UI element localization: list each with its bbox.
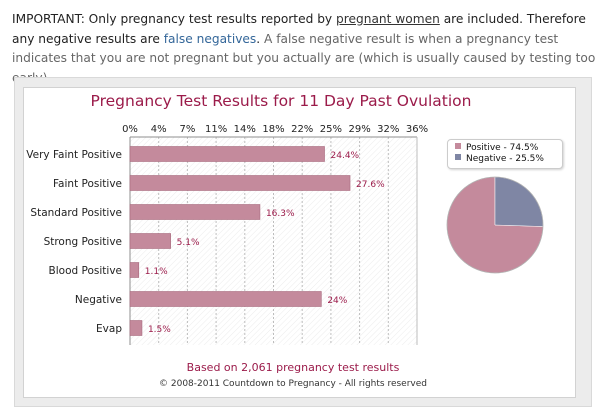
data-label: 1.1%: [145, 267, 168, 277]
x-tick-label: 29%: [348, 124, 370, 135]
based-on-text: Based on 2,061 pregnancy test results: [187, 361, 400, 374]
category-labels: Very Faint Positive Faint Positive Standar…: [26, 149, 122, 335]
category-label: Blood Positive: [49, 265, 122, 277]
data-label: 27.6%: [356, 180, 385, 190]
data-labels: 24.4% 27.6% 16.3% 5.1% 1.1% 24% 1.5%: [145, 151, 385, 335]
category-label: Faint Positive: [53, 178, 122, 190]
data-label: 16.3%: [266, 209, 295, 219]
category-label: Standard Positive: [30, 207, 122, 219]
x-tick-label: 7%: [179, 124, 195, 135]
bar: [129, 204, 261, 220]
x-tick-label: 22%: [291, 124, 313, 135]
data-label: 1.5%: [148, 325, 171, 335]
pie-slice-negative: [494, 176, 544, 227]
false-negatives-link[interactable]: false negatives: [163, 31, 257, 46]
notice-mid: are included. Therefore any negative res…: [12, 12, 586, 46]
category-label: Evap: [96, 323, 122, 335]
x-tick-label: 11%: [205, 124, 227, 135]
legend-item-negative: Negative - 25.5%: [455, 154, 544, 165]
x-tick-label: 32%: [377, 124, 399, 135]
notice-lead: IMPORTANT: Only pregnancy test results r…: [12, 12, 337, 26]
positive-swatch: [455, 143, 461, 149]
data-label: 24%: [327, 296, 347, 306]
category-label: Very Faint Positive: [26, 149, 122, 161]
negative-swatch: [455, 154, 461, 160]
bar: [129, 146, 325, 162]
category-label: Negative: [75, 294, 122, 306]
copyright-text: © 2008-2011 Countdown to Pregnancy - All…: [159, 379, 427, 389]
legend-positive-label: Positive - 74.5%: [466, 143, 539, 153]
data-label: 5.1%: [177, 238, 200, 248]
pie-chart: [446, 176, 544, 274]
x-tick-label: 36%: [406, 124, 428, 135]
legend-negative-label: Negative - 25.5%: [466, 154, 544, 164]
x-axis: 0% 4% 7% 11% 14% 18% 22% 25% 29% 32% 36%: [122, 124, 428, 135]
pie-outline: [446, 176, 544, 274]
notice-dot: .: [256, 31, 261, 46]
bar: [129, 262, 140, 278]
bar: [129, 291, 322, 307]
data-label: 24.4%: [331, 151, 360, 161]
legend-item-positive: Positive - 74.5%: [455, 143, 538, 154]
chart-title: Pregnancy Test Results for 11 Day Past O…: [91, 92, 472, 110]
category-label: Strong Positive: [44, 236, 122, 248]
x-tick-label: 25%: [320, 124, 342, 135]
bar: [129, 175, 351, 191]
x-tick-label: 18%: [262, 124, 284, 135]
bar: [129, 233, 171, 249]
pregnant-women-link[interactable]: pregnant women: [336, 12, 440, 26]
pie-legend: Positive - 74.5% Negative - 25.5%: [447, 139, 563, 169]
x-tick-label: 0%: [122, 124, 138, 135]
bar: [129, 320, 143, 336]
x-tick-label: 14%: [234, 124, 256, 135]
bar-series: [129, 146, 351, 336]
x-tick-label: 4%: [151, 124, 167, 135]
